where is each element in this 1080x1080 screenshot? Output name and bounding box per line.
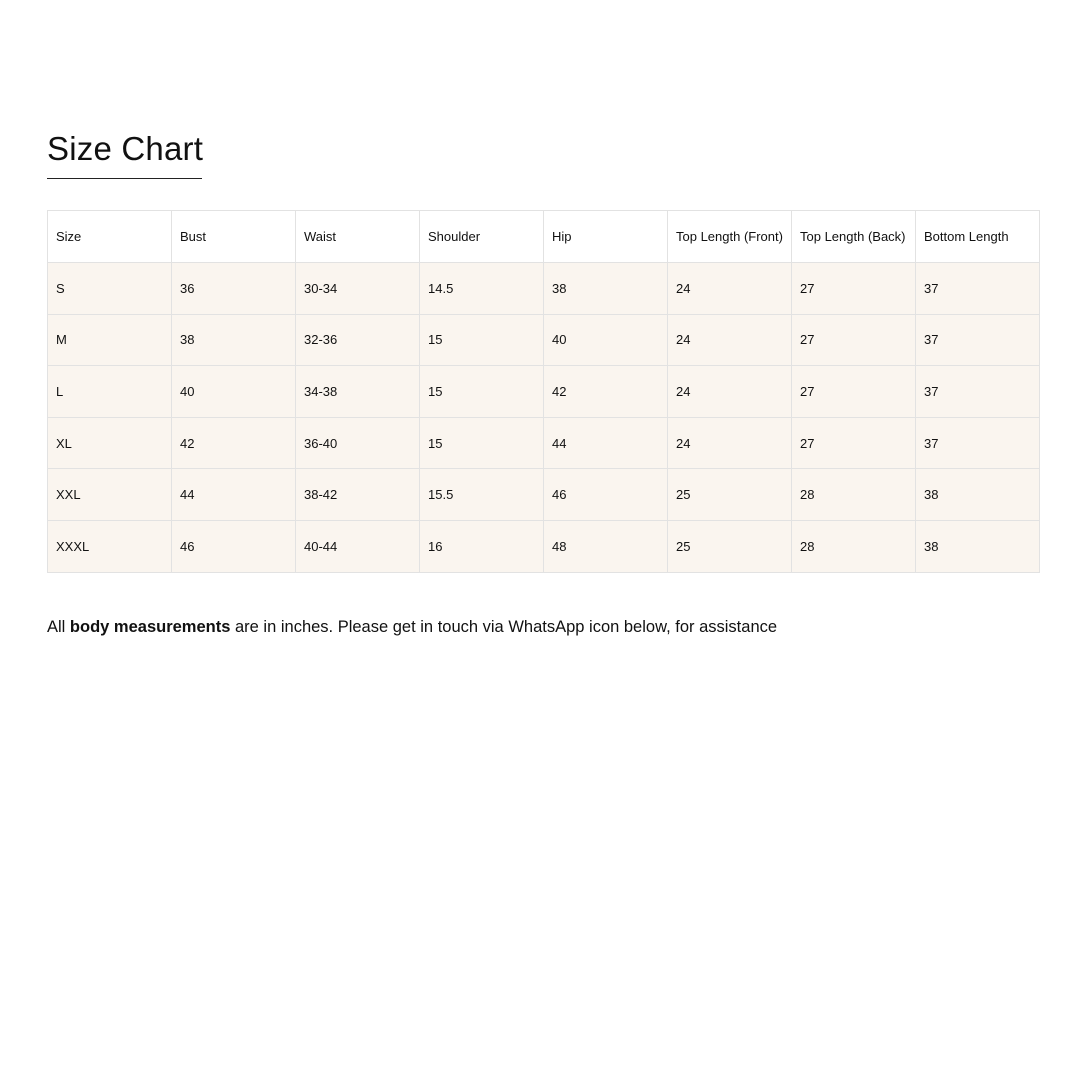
table-cell: 38 [915, 519, 1040, 573]
table-cell: 44 [171, 468, 296, 521]
table-cell: 42 [543, 365, 668, 418]
table-cell: 15.5 [419, 468, 544, 521]
table-cell: L [47, 365, 172, 418]
table-cell: 48 [543, 519, 668, 573]
note-bold: body measurements [69, 618, 231, 636]
table-cell: 38 [171, 313, 296, 367]
size-chart-table: Size Bust Waist Shoulder Hip Top Length (Fron… [47, 210, 1040, 573]
measurement-note: All body measurements are in inches. Ple… [47, 618, 777, 637]
table-cell: 42 [171, 416, 296, 470]
table-cell: 37 [915, 313, 1040, 367]
column-header: Top Length (Front) [667, 210, 792, 263]
table-cell: 27 [791, 365, 916, 418]
table-cell: 38 [543, 262, 668, 315]
table-cell: 27 [791, 416, 916, 470]
table-cell: 27 [791, 313, 916, 367]
table-row: L 40 34-38 15 42 24 27 37 [47, 365, 1040, 418]
column-header: Bust [171, 210, 296, 263]
table-cell: 46 [171, 519, 296, 573]
column-header: Shoulder [419, 210, 544, 263]
table-cell: 15 [419, 365, 544, 418]
table-cell: 44 [543, 416, 668, 470]
table-cell: 40 [543, 313, 668, 367]
table-row: M 38 32-36 15 40 24 27 37 [47, 313, 1040, 367]
table-cell: 32-36 [295, 313, 420, 367]
table-cell: 38-42 [295, 468, 420, 521]
table-cell: M [47, 313, 172, 367]
table-cell: 24 [667, 365, 792, 418]
column-header: Top Length (Back) [791, 210, 916, 263]
table-cell: XXXL [47, 519, 172, 573]
table-cell: XXL [47, 468, 172, 521]
table-cell: 30-34 [295, 262, 420, 315]
table-cell: 28 [791, 519, 916, 573]
table-cell: 25 [667, 519, 792, 573]
table-cell: 36 [171, 262, 296, 315]
table-cell: 27 [791, 262, 916, 315]
table-cell: 37 [915, 416, 1040, 470]
table-cell: 16 [419, 519, 544, 573]
table-cell: 40 [171, 365, 296, 418]
table-cell: 25 [667, 468, 792, 521]
table-cell: 24 [667, 262, 792, 315]
title-underline [47, 178, 202, 179]
table-cell: 28 [791, 468, 916, 521]
table-row: XL 42 36-40 15 44 24 27 37 [47, 416, 1040, 470]
column-header: Bottom Length [915, 210, 1040, 263]
table-cell: XL [47, 416, 172, 470]
table-row: XXXL 46 40-44 16 48 25 28 38 [47, 519, 1040, 573]
note-suffix: are in inches. Please get in touch via W… [230, 618, 778, 636]
table-header-row: Size Bust Waist Shoulder Hip Top Length (Fron… [47, 210, 1040, 263]
table-cell: 34-38 [295, 365, 420, 418]
table-cell: 38 [915, 468, 1040, 521]
table-cell: 40-44 [295, 519, 420, 573]
table-cell: 14.5 [419, 262, 544, 315]
column-header: Hip [543, 210, 668, 263]
page-title: Size Chart [47, 130, 204, 167]
table-cell: S [47, 262, 172, 315]
note-prefix: All [47, 618, 70, 636]
table-cell: 36-40 [295, 416, 420, 470]
column-header: Size [47, 210, 172, 263]
table-cell: 24 [667, 416, 792, 470]
table-cell: 24 [667, 313, 792, 367]
table-cell: 37 [915, 365, 1040, 418]
table-cell: 46 [543, 468, 668, 521]
table-row: S 36 30-34 14.5 38 24 27 37 [47, 262, 1040, 315]
table-row: XXL 44 38-42 15.5 46 25 28 38 [47, 468, 1040, 521]
column-header: Waist [295, 210, 420, 263]
table-cell: 15 [419, 416, 544, 470]
table-cell: 15 [419, 313, 544, 367]
table-cell: 37 [915, 262, 1040, 315]
